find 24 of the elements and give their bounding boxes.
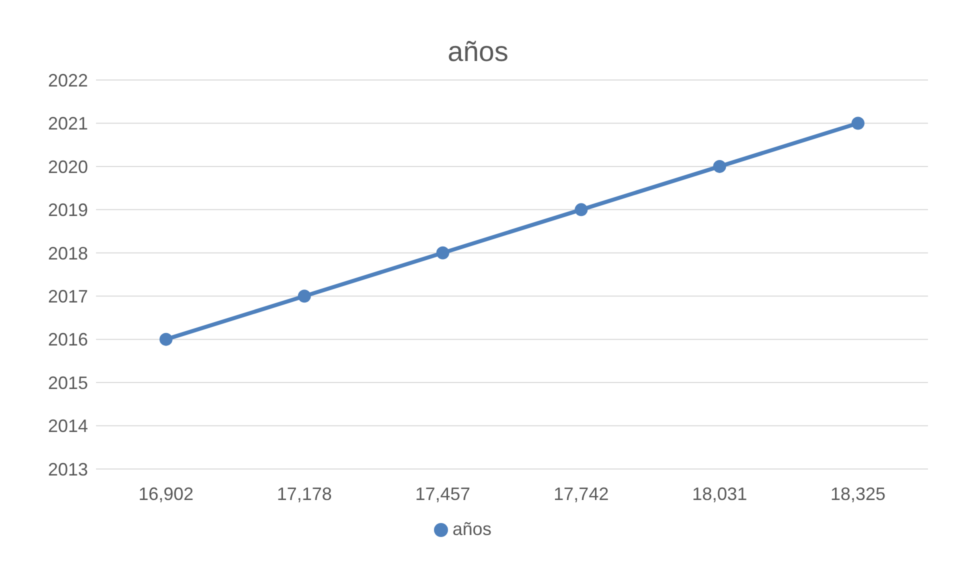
- y-tick-label: 2022: [48, 70, 88, 90]
- y-tick-label: 2016: [48, 330, 88, 350]
- point: [852, 116, 864, 130]
- point: [574, 203, 588, 216]
- x-tick-label: 17,742: [554, 484, 609, 504]
- y-tick-label: 2013: [48, 459, 88, 480]
- x-tick-label: 18,325: [830, 484, 886, 504]
- legend-label: años: [452, 519, 492, 539]
- x-tick-label: 17,457: [415, 484, 470, 504]
- y-tick-label: 2014: [48, 416, 88, 436]
- y-tick-label: 2018: [48, 243, 88, 264]
- y-tick-label: 2020: [48, 156, 88, 177]
- point: [298, 290, 311, 303]
- y-tick-label: 2019: [48, 200, 88, 220]
- chart-title: años: [446, 35, 510, 69]
- x-tick-label: 16,902: [138, 484, 194, 504]
- x-tick-label: 17,178: [276, 484, 332, 504]
- point: [436, 246, 450, 260]
- point: [160, 332, 172, 346]
- point: [713, 160, 726, 173]
- y-tick-label: 2021: [48, 114, 88, 134]
- x-tick-label: 18,031: [692, 484, 748, 504]
- y-tick-label: 2015: [48, 372, 88, 393]
- y-tick-label: 2017: [48, 286, 88, 306]
